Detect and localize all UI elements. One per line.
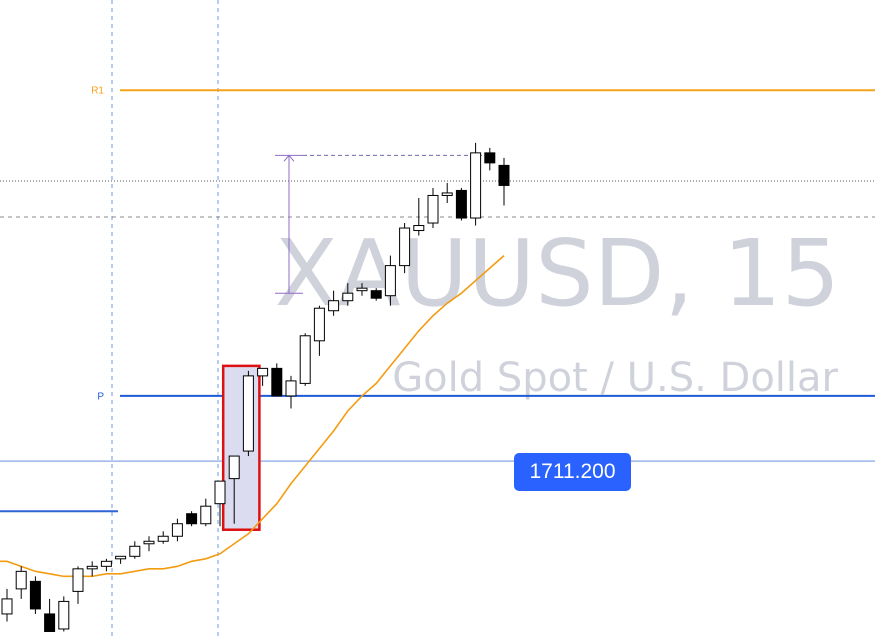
resistance-level-label: R1 (91, 86, 104, 97)
bearish-candle (455, 189, 467, 219)
measure-tool-layer (275, 154, 484, 294)
bearish-candle (186, 513, 198, 525)
bullish-candle (143, 540, 155, 545)
vertical-grid (111, 0, 219, 639)
bullish-candle (313, 307, 325, 342)
watermark-symbol: XAUUSD, 15 (275, 220, 840, 327)
bullish-candle (171, 523, 183, 537)
bullish-candle (214, 480, 226, 505)
bullish-candle (399, 227, 411, 267)
bullish-candle (72, 568, 84, 592)
bullish-candle (129, 545, 141, 557)
highlight-box-layer (221, 364, 261, 531)
bearish-candle (44, 613, 56, 632)
bullish-candle (470, 152, 482, 219)
bullish-candle (86, 565, 98, 570)
horizontal-lines (0, 89, 875, 513)
bullish-candle (100, 560, 112, 567)
price-tag[interactable]: 1711.200 (514, 453, 631, 491)
bullish-candle (299, 335, 311, 384)
bearish-candle (29, 580, 41, 610)
pivot-level-label: P (97, 391, 104, 402)
bearish-candle (498, 164, 510, 186)
bearish-candle (271, 367, 283, 397)
watermark: XAUUSD, 15 Gold Spot / U.S. Dollar (275, 220, 840, 401)
highlight-box (221, 364, 261, 531)
bullish-candle (1, 598, 13, 615)
bearish-candle (370, 290, 382, 299)
bullish-candle (228, 455, 240, 480)
measure-arrowhead (283, 154, 295, 162)
bullish-candle (328, 300, 340, 312)
watermark-description: Gold Spot / U.S. Dollar (392, 355, 838, 401)
bullish-candle (15, 570, 27, 590)
bullish-candle (441, 192, 453, 196)
level-labels-layer: R1 P (91, 86, 104, 403)
bullish-candle (285, 380, 297, 397)
candles-layer (1, 142, 510, 632)
bullish-candle (427, 194, 439, 224)
bullish-candle (157, 535, 169, 542)
bullish-candle (384, 265, 396, 297)
bullish-candle (58, 600, 70, 630)
bullish-candle (257, 367, 269, 377)
bullish-candle (200, 505, 212, 525)
bullish-candle (356, 287, 368, 292)
bullish-candle (115, 555, 127, 560)
bullish-candle (342, 292, 354, 302)
bullish-candle (413, 225, 425, 232)
bullish-candle (242, 375, 254, 452)
bearish-candle (484, 152, 496, 164)
